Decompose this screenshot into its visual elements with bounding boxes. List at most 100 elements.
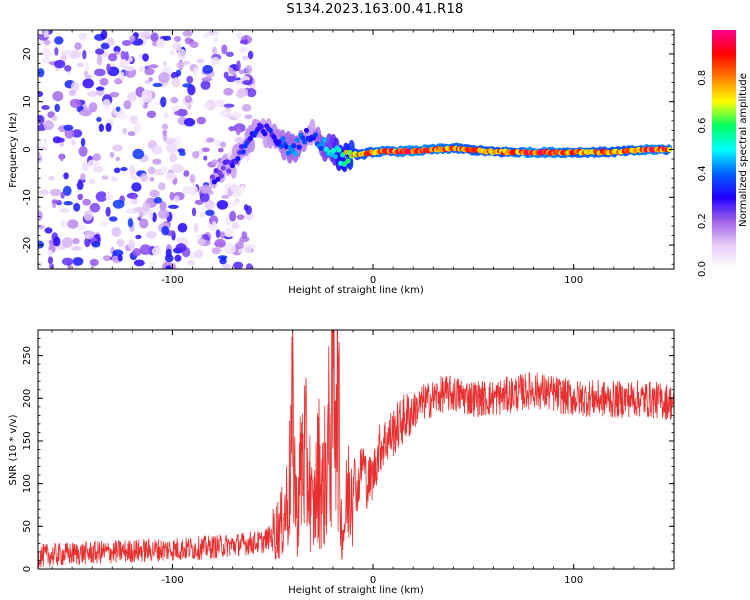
spectrogram-noise-blob	[106, 63, 111, 73]
spectrogram-noise-blob	[194, 249, 204, 258]
spectrogram-noise-blob	[224, 227, 234, 238]
spectrogram-noise-blob	[169, 191, 175, 201]
spectrogram-noise-blob	[127, 131, 136, 137]
spectrogram-noise-blob	[221, 44, 228, 55]
spectrogram-noise-blob	[80, 173, 86, 181]
spectrogram-noise-blob	[38, 91, 44, 98]
spectrogram-noise-blob	[161, 123, 169, 130]
ridge-halo	[280, 146, 288, 161]
spectrogram-noise-blob	[167, 204, 179, 209]
spectrogram-noise-blob	[148, 77, 153, 82]
spectrogram-noise-blob	[43, 40, 51, 45]
spectrogram-noise-blob	[144, 68, 155, 76]
spectrogram-noise-blob	[153, 197, 163, 204]
spectrogram-noise-blob	[225, 51, 234, 57]
spectrogram-noise-blob	[231, 222, 240, 230]
spectrogram-noise-blob	[148, 166, 156, 175]
snr-panel: -100 0 100 0 50 100 150 200 250 Height of strai…	[8, 329, 675, 596]
spectrogram-noise-blob	[246, 87, 257, 98]
colorbar-tick-label: 0.0	[697, 261, 708, 277]
spectrogram-noise-blob	[82, 49, 87, 60]
spectrogram-noise-blob	[214, 238, 226, 249]
spectrogram-noise-blob	[162, 60, 168, 67]
spectrogram-noise-blob	[111, 227, 122, 237]
spectrogram-noise-blob	[127, 217, 134, 228]
x-tick-label: 0	[370, 275, 376, 286]
spectrogram-noise-blob	[159, 200, 167, 212]
spectrogram-y-axis-label: Frequency (Hz)	[8, 112, 19, 188]
spectrogram-noise-blob	[38, 142, 43, 147]
ridge-core	[240, 149, 246, 155]
spectrogram-noise-blob	[149, 189, 160, 198]
spectrogram-noise-blob	[206, 137, 215, 143]
spectrogram-noise-blob	[64, 65, 72, 72]
spectrogram-noise-blob	[127, 239, 136, 250]
spectrogram-noise-blob	[51, 199, 62, 204]
spectrogram-noise-blob	[77, 193, 84, 201]
spectrogram-noise-blob	[182, 185, 193, 195]
spectrogram-noise-blob	[61, 257, 74, 266]
spectrogram-noise-blob	[102, 98, 111, 110]
spectrogram-noise-blob	[63, 172, 69, 180]
ridge-core	[303, 127, 310, 134]
spectrogram-noise-blob	[91, 241, 101, 248]
spectrogram-noise-blob	[52, 90, 64, 102]
spectrogram-noise-blob	[194, 199, 204, 205]
spectrogram-noise-blob	[184, 95, 193, 104]
spectrogram-noise-blob	[129, 165, 136, 176]
ridge-core	[215, 176, 221, 182]
y-tick-label: -10	[22, 189, 33, 205]
spectrogram-noise-blob	[84, 60, 90, 71]
spectrogram-noise-blob	[148, 261, 156, 269]
spectrogram-noise-blob	[223, 103, 235, 108]
spectrogram-noise-blob	[239, 39, 249, 45]
spectrogram-noise-blob	[139, 244, 152, 256]
ridge-core	[336, 147, 342, 153]
snr-series-line	[38, 330, 674, 569]
spectrogram-noise-blob	[220, 256, 226, 262]
spectrogram-noise-blob	[213, 36, 219, 44]
ridge-halo	[230, 164, 237, 179]
spectrogram-noise-blob	[193, 66, 198, 77]
spectrogram-noise-blob	[109, 91, 120, 98]
spectrogram-noise-blob	[123, 99, 132, 110]
spectrogram-noise-blob	[200, 80, 211, 90]
spectrogram-noise-blob	[117, 254, 123, 262]
spectrogram-noise-blob	[224, 186, 229, 197]
spectrogram-noise-blob	[245, 64, 253, 75]
spectrogram-noise-blob	[173, 195, 180, 203]
spectrogram-noise-blob	[112, 199, 125, 209]
spectrogram-noise-blob	[77, 224, 86, 231]
spectrogram-noise-blob	[129, 199, 140, 205]
y-tick-label: 100	[22, 474, 33, 493]
colorbar-tick-label: 0.2	[697, 213, 708, 229]
spectrogram-noise-blob	[62, 185, 72, 196]
spectrogram-noise-blob	[183, 170, 190, 177]
spectrogram-noise-blob	[211, 159, 218, 166]
spectrogram-noise-blob	[161, 225, 170, 236]
x-tick-label: 0	[370, 575, 376, 586]
spectrogram-noise-blob	[41, 104, 50, 110]
spectrogram-noise-blob	[133, 206, 145, 213]
ridge-core	[341, 161, 347, 167]
spectrogram-noise-blob	[79, 109, 92, 117]
spectrogram-noise-blob	[223, 87, 234, 96]
spectrogram-noise-blob	[119, 59, 128, 69]
spectrogram-noise-blob	[158, 209, 170, 219]
spectrogram-noise-blob	[129, 115, 139, 124]
ridge-core	[323, 146, 329, 152]
spectrogram-noise-blob	[44, 227, 53, 234]
spectrogram-noise-blob	[240, 184, 246, 194]
spectrogram-noise-blob	[170, 97, 179, 104]
spectrogram-noise-blob	[151, 247, 162, 256]
spectrogram-noise-blob	[238, 236, 245, 245]
spectrogram-noise-blob	[191, 207, 197, 217]
spectrogram-noise-blob	[95, 86, 105, 91]
spectrogram-noise-blob	[230, 184, 239, 193]
spectrogram-noise-blob	[56, 137, 65, 143]
spectrogram-noise-blob	[199, 184, 212, 194]
spectrogram-noise-blob	[205, 209, 215, 216]
spectrogram-noise-blob	[129, 35, 136, 43]
spectrogram-noise-blob	[170, 71, 179, 80]
spectrogram-noise-blob	[138, 66, 144, 73]
